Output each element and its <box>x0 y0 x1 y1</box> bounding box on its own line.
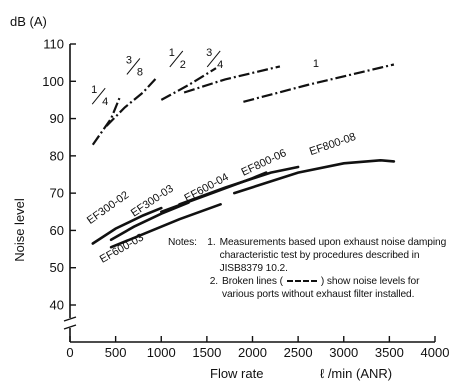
y-tick-label-100: 100 <box>42 74 64 89</box>
x-axis-unit: ℓ /min (ANR) <box>320 366 392 381</box>
y-tick-label-70: 70 <box>50 186 64 201</box>
port-label-numerator: 3 <box>206 47 212 59</box>
note-2-text: Broken lines () show noise levels for va… <box>222 275 454 301</box>
y-tick-label-90: 90 <box>50 111 64 126</box>
port-label-fraction-bar <box>91 87 106 105</box>
port-label-3: 34 <box>206 47 223 71</box>
port-label-0: 14 <box>91 84 108 108</box>
y-tick-label-40: 40 <box>50 298 64 313</box>
port-label-denominator: 4 <box>102 96 108 108</box>
y-axis-title: Noise level <box>12 198 27 262</box>
chart-series <box>91 63 396 249</box>
port-label-1: 38 <box>126 54 143 78</box>
y-tick-label-50: 50 <box>50 260 64 275</box>
chart-notes: Notes: 1. Measurements based upon exhaust… <box>166 235 455 302</box>
port-label-numerator: 3 <box>126 54 132 66</box>
x-tick-label-500: 500 <box>105 345 127 360</box>
port-label-fraction-bar <box>126 58 141 75</box>
chart-ticks: 40 50 60 70 80 90 100 110 0 500 1000 1500 2000 2500 30… <box>42 37 449 361</box>
note-2: 2. Broken lines () show noise levels for … <box>168 275 453 301</box>
note-2-text-after: ) show noise levels for various ports wi… <box>222 276 420 300</box>
port-label-denominator: 8 <box>137 66 143 78</box>
note-2-text-before: Broken lines ( <box>222 276 283 287</box>
y-tick-label-60: 60 <box>50 223 64 238</box>
note-1-text: Measurements based upon exhaust noise da… <box>219 237 447 274</box>
x-tick-label-4000: 4000 <box>421 345 450 360</box>
y-axis-break-mark-top <box>63 316 77 322</box>
series-line-ef800-08 <box>233 158 396 195</box>
series-line-port-1-2 <box>160 67 217 101</box>
x-tick-label-3000: 3000 <box>329 345 358 360</box>
x-tick-label-2000: 2000 <box>238 345 267 360</box>
series-line-ef600-03 <box>109 203 222 249</box>
note-1: Notes: 1. Measurements based upon exhaust… <box>168 236 453 275</box>
note-2-number: 2. <box>209 276 218 287</box>
y-axis-unit: dB (A) <box>10 14 47 29</box>
broken-line-legend-icon <box>286 280 317 283</box>
x-tick-label-1500: 1500 <box>192 345 221 360</box>
series-line-ef800-06 <box>178 165 300 206</box>
x-tick-label-0: 0 <box>66 345 73 360</box>
port-label-2: 12 <box>169 47 186 71</box>
port-label-denominator: 4 <box>217 59 223 71</box>
port-label-numerator: 1 <box>313 58 319 70</box>
series-line-port-3-4 <box>183 65 281 94</box>
port-label-fraction-bar <box>206 50 221 68</box>
notes-prefix: Notes: <box>168 237 197 248</box>
x-tick-label-3500: 3500 <box>375 345 404 360</box>
series-line-port-1-4 <box>91 95 122 146</box>
port-label-numerator: 1 <box>91 84 97 96</box>
x-tick-label-2500: 2500 <box>284 345 313 360</box>
port-label-fraction-bar <box>169 50 184 68</box>
series-label-ef300-03: EF300-03 <box>129 183 176 220</box>
port-label-denominator: 2 <box>180 59 186 71</box>
x-axis-title: Flow rate <box>210 366 263 381</box>
y-tick-label-110: 110 <box>43 37 64 52</box>
series-label-ef300-02: EF300-02 <box>85 189 131 227</box>
series-line-port-3-8 <box>105 76 158 127</box>
y-axis-break-mark-bottom <box>63 324 77 330</box>
series-label-ef800-08: EF800-08 <box>308 131 358 158</box>
y-tick-label-80: 80 <box>50 148 64 163</box>
x-tick-label-1000: 1000 <box>147 345 176 360</box>
series-line-port-1 <box>243 63 395 103</box>
note-1-number: 1. <box>207 237 216 248</box>
series-line-ef300-02 <box>91 206 163 245</box>
port-label-4: 1 <box>313 58 319 70</box>
port-label-numerator: 1 <box>169 47 175 59</box>
